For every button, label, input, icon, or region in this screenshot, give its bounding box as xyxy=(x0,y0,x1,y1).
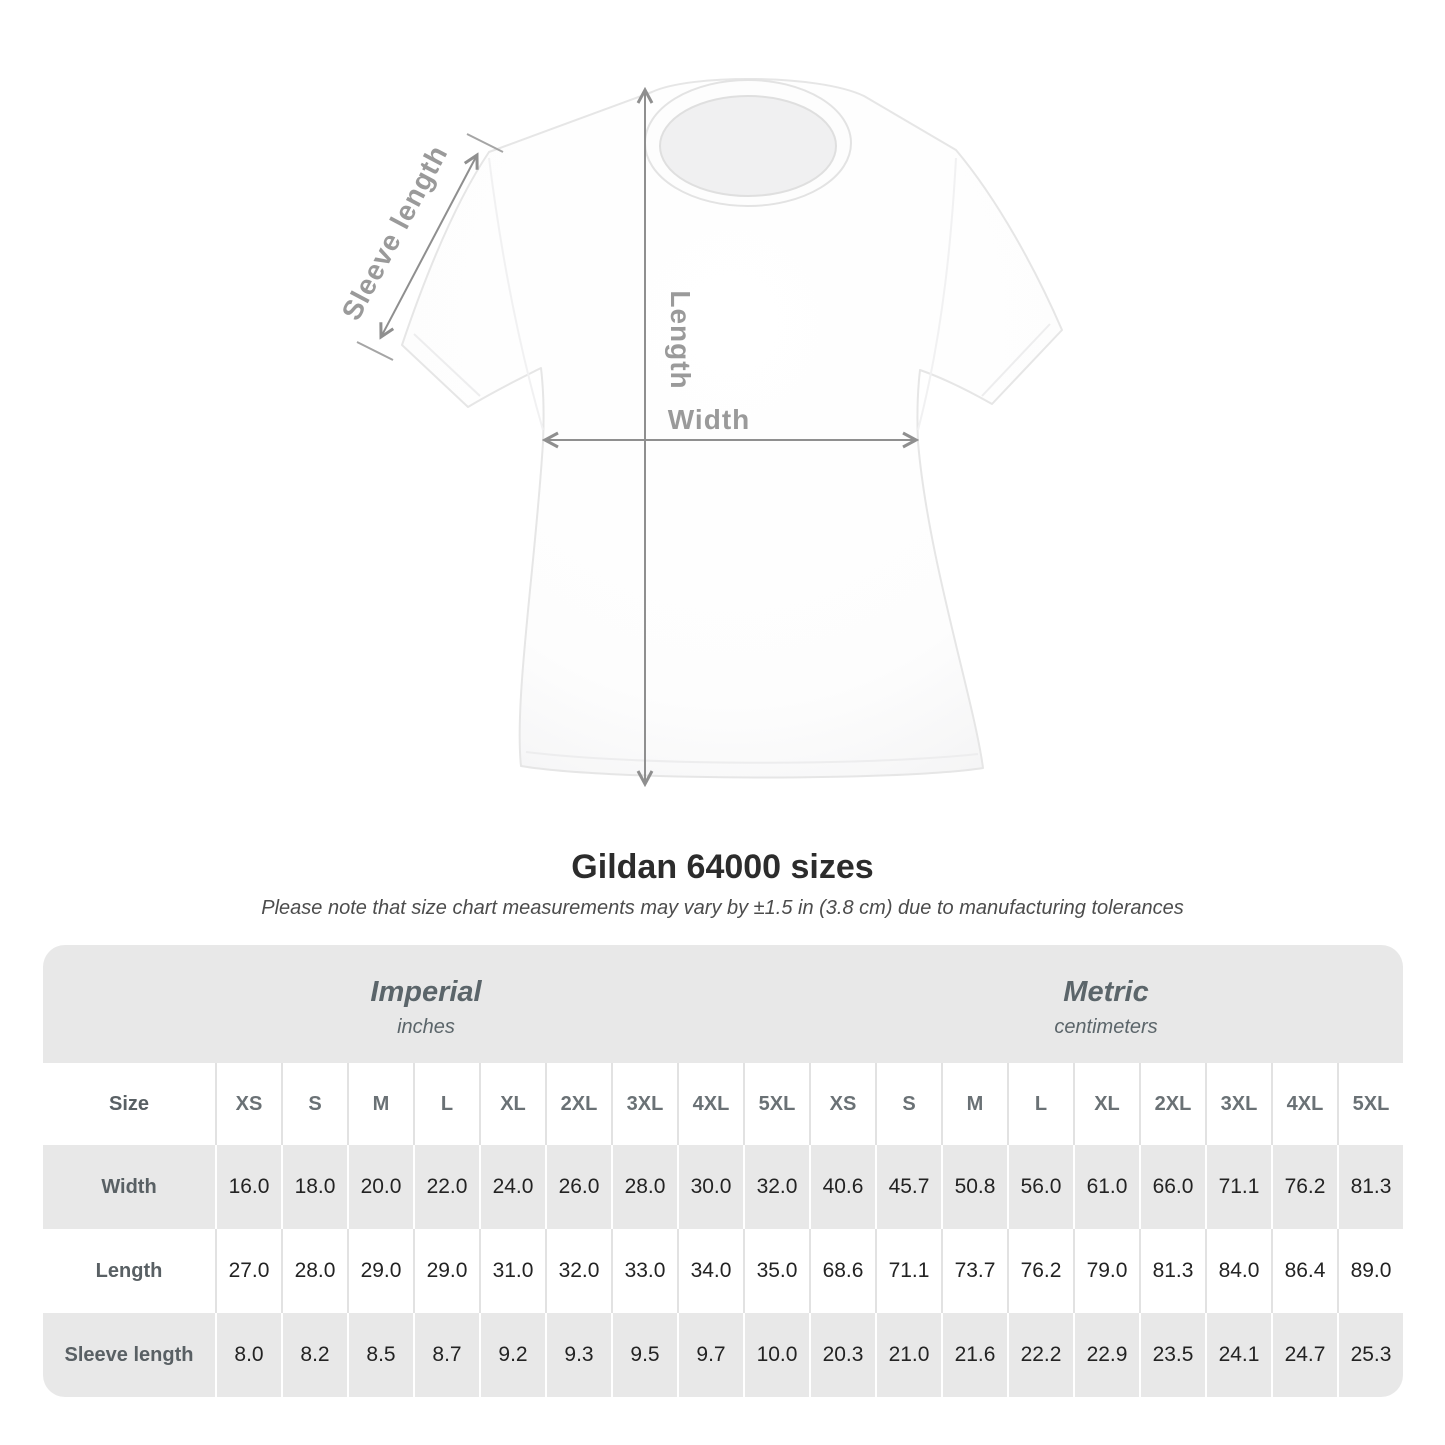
column-header: M xyxy=(347,1063,413,1145)
value-cell: 20.3 xyxy=(809,1313,875,1397)
length-label: Length xyxy=(665,290,696,389)
value-cell: 9.7 xyxy=(677,1313,743,1397)
tshirt-graphic xyxy=(401,77,1063,779)
column-header: 5XL xyxy=(1337,1063,1403,1145)
metric-title: Metric xyxy=(1063,975,1149,1008)
column-header: XS xyxy=(809,1063,875,1145)
unit-group-metric: Metric centimeters xyxy=(809,945,1403,1063)
value-cell: 81.3 xyxy=(1139,1229,1205,1313)
column-header: 2XL xyxy=(1139,1063,1205,1145)
value-cell: 73.7 xyxy=(941,1229,1007,1313)
unit-group-imperial: Imperial inches xyxy=(43,945,809,1063)
size-grid: Size XS S M L XL 2XL 3XL 4XL 5XL XS S M L XL 2XL 3XL 4XL 5… xyxy=(43,1063,1403,1397)
value-cell: 79.0 xyxy=(1073,1229,1139,1313)
value-cell: 76.2 xyxy=(1007,1229,1073,1313)
sleeve-length-arrow xyxy=(381,155,477,337)
column-header: XS xyxy=(215,1063,281,1145)
metric-subtitle: centimeters xyxy=(1054,1015,1158,1038)
value-cell: 28.0 xyxy=(281,1229,347,1313)
value-cell: 61.0 xyxy=(1073,1145,1139,1229)
value-cell: 22.9 xyxy=(1073,1313,1139,1397)
seam-lines xyxy=(413,157,1051,764)
value-cell: 26.0 xyxy=(545,1145,611,1229)
row-label: Length xyxy=(43,1229,215,1313)
value-cell: 8.2 xyxy=(281,1313,347,1397)
column-header: 5XL xyxy=(743,1063,809,1145)
value-cell: 66.0 xyxy=(1139,1145,1205,1229)
value-cell: 10.0 xyxy=(743,1313,809,1397)
value-cell: 32.0 xyxy=(545,1229,611,1313)
value-cell: 16.0 xyxy=(215,1145,281,1229)
value-cell: 34.0 xyxy=(677,1229,743,1313)
column-header: L xyxy=(1007,1063,1073,1145)
neck-opening xyxy=(659,95,837,197)
column-header: 3XL xyxy=(611,1063,677,1145)
tolerance-note: Please note that size chart measurements… xyxy=(261,897,1184,919)
column-header: 3XL xyxy=(1205,1063,1271,1145)
value-cell: 22.2 xyxy=(1007,1313,1073,1397)
value-cell: 24.1 xyxy=(1205,1313,1271,1397)
measurement-arrows xyxy=(356,90,916,784)
column-header: L xyxy=(413,1063,479,1145)
value-cell: 21.6 xyxy=(941,1313,1007,1397)
value-cell: 71.1 xyxy=(1205,1145,1271,1229)
value-cell: 86.4 xyxy=(1271,1229,1337,1313)
value-cell: 28.0 xyxy=(611,1145,677,1229)
value-cell: 68.6 xyxy=(809,1229,875,1313)
page-title: Gildan 64000 sizes xyxy=(571,848,874,886)
value-cell: 31.0 xyxy=(479,1229,545,1313)
value-cell: 18.0 xyxy=(281,1145,347,1229)
sleeve-arrow-cap-bottom xyxy=(356,341,394,361)
value-cell: 30.0 xyxy=(677,1145,743,1229)
value-cell: 23.5 xyxy=(1139,1313,1205,1397)
size-table: Imperial inches Metric centimeters Size X… xyxy=(43,945,1403,1397)
column-header: 4XL xyxy=(1271,1063,1337,1145)
sleeve-arrow-cap-top xyxy=(466,133,504,153)
value-cell: 35.0 xyxy=(743,1229,809,1313)
unit-header: Imperial inches Metric centimeters xyxy=(43,945,1403,1063)
column-header: S xyxy=(281,1063,347,1145)
column-header: XL xyxy=(479,1063,545,1145)
column-header: M xyxy=(941,1063,1007,1145)
imperial-subtitle: inches xyxy=(397,1015,455,1038)
imperial-title: Imperial xyxy=(370,975,482,1008)
tshirt-measurement-diagram: Sleeve length Length Width xyxy=(336,77,1063,835)
value-cell: 29.0 xyxy=(413,1229,479,1313)
width-label: Width xyxy=(668,404,751,435)
value-cell: 81.3 xyxy=(1337,1145,1403,1229)
value-cell: 56.0 xyxy=(1007,1145,1073,1229)
value-cell: 8.0 xyxy=(215,1313,281,1397)
value-cell: 22.0 xyxy=(413,1145,479,1229)
value-cell: 76.2 xyxy=(1271,1145,1337,1229)
value-cell: 8.5 xyxy=(347,1313,413,1397)
column-header: XL xyxy=(1073,1063,1139,1145)
value-cell: 24.7 xyxy=(1271,1313,1337,1397)
value-cell: 9.5 xyxy=(611,1313,677,1397)
column-header: 4XL xyxy=(677,1063,743,1145)
value-cell: 9.2 xyxy=(479,1313,545,1397)
value-cell: 84.0 xyxy=(1205,1229,1271,1313)
value-cell: 8.7 xyxy=(413,1313,479,1397)
value-cell: 24.0 xyxy=(479,1145,545,1229)
value-cell: 29.0 xyxy=(347,1229,413,1313)
value-cell: 25.3 xyxy=(1337,1313,1403,1397)
value-cell: 9.3 xyxy=(545,1313,611,1397)
value-cell: 32.0 xyxy=(743,1145,809,1229)
value-cell: 20.0 xyxy=(347,1145,413,1229)
row-label: Sleeve length xyxy=(43,1313,215,1397)
row-label: Width xyxy=(43,1145,215,1229)
value-cell: 33.0 xyxy=(611,1229,677,1313)
value-cell: 21.0 xyxy=(875,1313,941,1397)
value-cell: 71.1 xyxy=(875,1229,941,1313)
value-cell: 40.6 xyxy=(809,1145,875,1229)
value-cell: 50.8 xyxy=(941,1145,1007,1229)
size-column-header: Size xyxy=(43,1063,215,1145)
column-header: 2XL xyxy=(545,1063,611,1145)
value-cell: 45.7 xyxy=(875,1145,941,1229)
value-cell: 27.0 xyxy=(215,1229,281,1313)
value-cell: 89.0 xyxy=(1337,1229,1403,1313)
column-header: S xyxy=(875,1063,941,1145)
